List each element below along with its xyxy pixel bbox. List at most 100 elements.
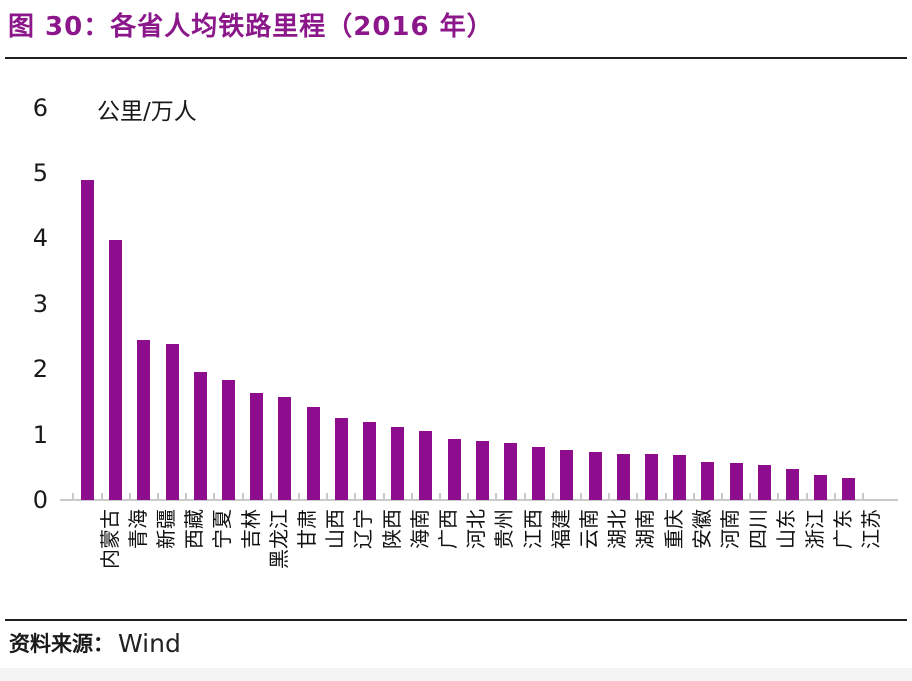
x-axis-label: 贵州	[492, 509, 517, 549]
bar-安徽	[673, 454, 687, 500]
x-axis-label: 内蒙古	[97, 509, 122, 569]
x-axis-label: 云南	[576, 509, 601, 549]
y-axis-tick-label: 6	[32, 93, 48, 122]
bar-河北	[447, 439, 461, 500]
x-axis-tick	[100, 493, 103, 499]
x-axis-tick	[410, 493, 413, 499]
x-axis-label: 山西	[323, 509, 348, 549]
x-axis-tick	[439, 493, 441, 499]
bar-chart: 公里/万人 0 1 2 3 4 5 6 内蒙古 青海 新疆 西藏 宁夏 吉林 黑龙江 甘肃 山西 辽宁 陕西 海南广…	[0, 62, 912, 618]
bar-海南	[391, 426, 405, 500]
x-axis-tick	[664, 493, 667, 499]
x-axis-tick	[580, 493, 582, 499]
footer-divider-line	[5, 619, 907, 621]
y-axis-tick-label: 1	[32, 420, 48, 449]
bar-青海	[109, 239, 123, 500]
bar-广东	[814, 475, 828, 500]
x-axis-tick	[495, 493, 498, 499]
y-axis-tick-label: 0	[32, 486, 48, 514]
x-axis-label: 山东	[774, 509, 799, 549]
x-axis-label: 河南	[717, 509, 742, 549]
bar-福建	[532, 447, 546, 500]
bar-黑龙江	[250, 393, 264, 500]
x-axis-tick	[805, 493, 808, 499]
x-axis-tick	[777, 493, 780, 499]
bar-吉林	[222, 379, 235, 500]
x-axis-tick	[749, 493, 752, 499]
x-axis-tick	[298, 493, 300, 499]
x-axis-tick	[467, 493, 470, 499]
x-axis-label: 湖南	[633, 509, 658, 549]
x-axis-label: 四川	[746, 509, 771, 549]
bar-新疆	[137, 339, 151, 500]
bar-广西	[419, 431, 433, 500]
source-label: 资料来源：	[9, 631, 114, 656]
x-axis-tick	[354, 493, 357, 499]
y-axis-tick-label: 3	[32, 289, 48, 318]
bar-内蒙古	[81, 179, 94, 500]
x-axis-tick	[636, 493, 639, 499]
y-axis-tick-label: 4	[32, 224, 48, 253]
x-axis-tick	[157, 493, 159, 499]
bar-四川	[729, 462, 743, 500]
x-axis-tick	[608, 493, 611, 499]
x-axis-tick	[185, 493, 188, 499]
bar-宁夏	[193, 372, 207, 500]
x-axis-label: 河北	[464, 509, 489, 549]
x-axis-label: 吉林	[238, 509, 263, 549]
x-axis-label: 宁夏	[210, 509, 235, 549]
x-axis-label: 海南	[407, 509, 432, 549]
x-axis-label: 江西	[520, 509, 545, 549]
y-axis-tick-label: 5	[32, 159, 48, 187]
x-axis-label: 黑龙江	[266, 509, 291, 569]
x-axis-tick	[692, 493, 695, 499]
x-axis-tick	[862, 493, 864, 499]
bar-贵州	[475, 441, 489, 500]
bar-江西	[504, 443, 517, 500]
source-line: 资料来源： Wind	[9, 628, 181, 660]
bar-云南	[560, 450, 574, 500]
bar-甘肃	[278, 397, 292, 500]
bar-山东	[757, 464, 771, 500]
x-axis-tick	[269, 493, 272, 499]
x-axis-label: 西藏	[182, 509, 207, 549]
x-axis-label: 陕西	[379, 509, 404, 549]
y-axis-tick-label: 2	[32, 355, 48, 384]
x-axis-tick	[382, 493, 385, 499]
x-axis-label: 青海	[125, 509, 150, 549]
bar-辽宁	[334, 417, 348, 500]
figure-title: 图 30：各省人均铁路里程（2016 年）	[8, 12, 494, 42]
bar-山西	[306, 407, 320, 500]
x-axis-label: 江苏	[858, 509, 883, 549]
x-axis-label: 湖北	[605, 509, 630, 549]
bar-西藏	[165, 344, 179, 500]
x-axis-tick	[326, 493, 329, 499]
x-axis-label: 广西	[435, 509, 460, 549]
bar-浙江	[786, 469, 799, 500]
x-axis-label: 福建	[548, 509, 573, 549]
x-axis-tick	[833, 493, 836, 499]
bar-重庆	[645, 454, 658, 500]
x-axis-tick	[213, 493, 216, 499]
x-axis-line	[60, 499, 898, 501]
y-axis-unit-label: 公里/万人	[97, 99, 197, 125]
title-divider-line	[5, 57, 907, 59]
x-axis-tick	[523, 493, 526, 499]
source-name: Wind	[118, 628, 181, 658]
x-axis-tick	[72, 493, 75, 499]
x-axis-label: 广东	[830, 509, 855, 549]
bar-湖南	[616, 453, 630, 500]
x-axis-tick	[128, 493, 131, 499]
x-axis-label: 重庆	[661, 509, 686, 549]
x-axis-label: 辽宁	[351, 509, 376, 549]
x-axis-tick	[551, 493, 554, 499]
x-axis-tick	[721, 493, 723, 499]
bar-湖北	[588, 452, 602, 500]
bar-河南	[701, 462, 715, 500]
x-axis-label: 安徽	[689, 509, 714, 549]
bar-陕西	[363, 422, 376, 500]
x-axis-label: 浙江	[802, 509, 827, 549]
bottom-page-strip	[0, 668, 912, 681]
x-axis-label: 甘肃	[294, 509, 319, 549]
